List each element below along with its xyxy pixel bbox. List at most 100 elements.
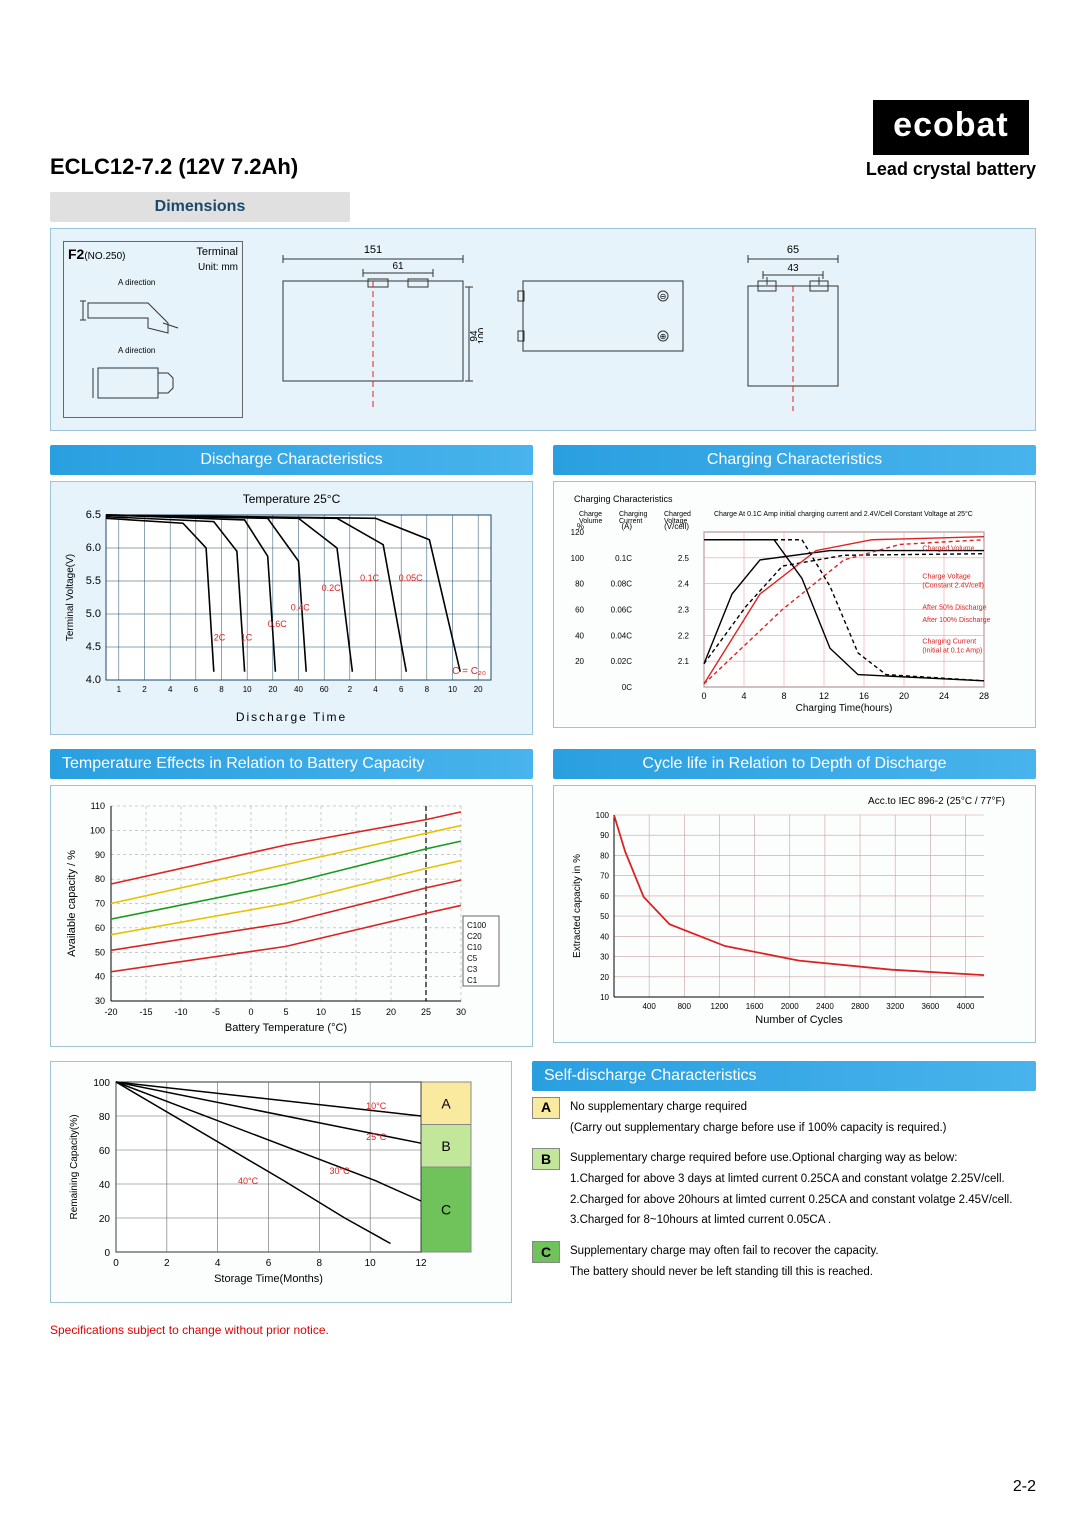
svg-text:6.0: 6.0 (86, 542, 101, 554)
svg-text:30: 30 (600, 953, 609, 962)
svg-text:A direction: A direction (118, 278, 155, 287)
svg-text:2000: 2000 (781, 1002, 799, 1011)
svg-text:110: 110 (91, 801, 105, 811)
svg-text:2.2: 2.2 (678, 631, 690, 640)
svg-text:5.0: 5.0 (86, 608, 101, 620)
discharge-chart-title: Temperature 25°C (61, 492, 522, 506)
svg-text:C: C (441, 1202, 451, 1218)
svg-text:2800: 2800 (851, 1002, 869, 1011)
svg-text:C100: C100 (467, 921, 487, 930)
svg-text:After 100% Discharge: After 100% Discharge (922, 617, 990, 624)
svg-text:40: 40 (575, 631, 584, 640)
svg-text:10: 10 (365, 1258, 377, 1269)
page-header: ECLC12-7.2 (12V 7.2Ah) ecobat Lead cryst… (50, 100, 1036, 180)
charging-title: Charging Characteristics (553, 445, 1036, 475)
sd-text-A: No supplementary charge required (Carry … (570, 1097, 947, 1138)
svg-text:8: 8 (219, 685, 224, 694)
svg-text:4.5: 4.5 (86, 641, 101, 653)
svg-text:3200: 3200 (886, 1002, 904, 1011)
svg-text:20: 20 (575, 657, 584, 666)
svg-text:Charging Current: Charging Current (922, 639, 976, 646)
end-view: 65 43 (723, 241, 863, 411)
sd-note-C: CSupplementary charge may often fail to … (532, 1241, 1036, 1282)
svg-text:100: 100 (90, 825, 105, 835)
svg-text:Charged Volume: Charged Volume (922, 546, 974, 553)
svg-text:2400: 2400 (816, 1002, 834, 1011)
discharge-section: Discharge Characteristics Temperature 25… (50, 445, 533, 735)
svg-text:10°C: 10°C (366, 1101, 387, 1111)
svg-text:15: 15 (351, 1007, 361, 1017)
side-view: ⊖ ⊕ (503, 241, 703, 381)
svg-text:Charge Voltage: Charge Voltage (922, 574, 970, 581)
svg-text:400: 400 (642, 1002, 656, 1011)
svg-text:2.3: 2.3 (678, 606, 690, 615)
svg-text:0.4C: 0.4C (291, 603, 311, 613)
svg-text:60: 60 (320, 685, 329, 694)
svg-text:30: 30 (95, 996, 105, 1006)
svg-text:40: 40 (294, 685, 303, 694)
svg-text:1C: 1C (241, 632, 253, 642)
svg-text:80: 80 (95, 874, 105, 884)
svg-text:28: 28 (979, 691, 989, 701)
svg-text:4.0: 4.0 (86, 674, 101, 686)
svg-text:Extracted capacity in %: Extracted capacity in % (572, 854, 583, 958)
discharge-xlabel: Discharge Time (61, 710, 522, 724)
discharge-chart: 4.04.55.05.56.06.51246810204060246810202… (61, 510, 501, 710)
svg-text:%: % (577, 522, 584, 531)
svg-text:20: 20 (268, 685, 277, 694)
svg-text:After 50% Discharge: After 50% Discharge (922, 605, 986, 612)
svg-text:40°C: 40°C (238, 1176, 259, 1186)
svg-text:-5: -5 (212, 1007, 220, 1017)
svg-text:C = C₂₀: C = C₂₀ (452, 666, 486, 677)
svg-text:0: 0 (113, 1258, 119, 1269)
terminal-diagram: F2(NO.250) Terminal Unit: mm A direction… (63, 241, 243, 418)
svg-text:2: 2 (142, 685, 147, 694)
svg-text:30°C: 30°C (330, 1166, 351, 1176)
svg-text:8: 8 (425, 685, 430, 694)
svg-text:16: 16 (859, 691, 869, 701)
svg-text:(Constant 2.4V/cell): (Constant 2.4V/cell) (922, 583, 983, 590)
svg-text:20: 20 (600, 973, 609, 982)
brand-subtitle: Lead crystal battery (866, 159, 1036, 180)
svg-text:1200: 1200 (711, 1002, 729, 1011)
temp-section: Temperature Effects in Relation to Batte… (50, 749, 533, 1047)
terminal-no: (NO.250) (84, 251, 125, 262)
svg-text:Terminal Voltage(V): Terminal Voltage(V) (65, 554, 76, 641)
svg-text:10: 10 (600, 993, 609, 1002)
svg-text:100: 100 (93, 1078, 110, 1089)
svg-text:0.04C: 0.04C (611, 631, 633, 640)
terminal-code: F2 (68, 246, 84, 262)
svg-text:A direction: A direction (118, 346, 155, 355)
svg-text:2.1: 2.1 (678, 657, 690, 666)
svg-text:⊖: ⊖ (660, 292, 667, 301)
svg-text:60: 60 (575, 606, 584, 615)
svg-text:65: 65 (787, 244, 799, 256)
svg-text:6: 6 (399, 685, 404, 694)
svg-text:-10: -10 (174, 1007, 187, 1017)
top-view: 151 61 94 100 (263, 241, 483, 411)
svg-text:C20: C20 (467, 932, 482, 941)
temp-title: Temperature Effects in Relation to Batte… (50, 749, 533, 779)
page-number: 2-2 (1013, 1478, 1036, 1496)
svg-text:30: 30 (456, 1007, 466, 1017)
selfdischarge-chart: ABC02040608010002468101210°C25°C30°C40°C… (61, 1072, 501, 1292)
model-title: ECLC12-7.2 (12V 7.2Ah) (50, 154, 298, 180)
svg-text:-15: -15 (139, 1007, 152, 1017)
svg-text:C5: C5 (467, 954, 478, 963)
cycle-section: Cycle life in Relation to Depth of Disch… (553, 749, 1036, 1047)
svg-text:61: 61 (392, 261, 404, 272)
sd-badge-C: C (532, 1241, 560, 1263)
svg-text:Charged: Charged (664, 511, 691, 518)
svg-text:20: 20 (474, 685, 483, 694)
svg-text:151: 151 (364, 244, 382, 256)
svg-text:100: 100 (477, 327, 483, 344)
svg-text:⊕: ⊕ (660, 332, 667, 341)
svg-text:6.5: 6.5 (86, 510, 101, 521)
svg-text:40: 40 (95, 972, 105, 982)
svg-text:100: 100 (571, 554, 585, 563)
temp-chart: 30405060708090100110-20-15-10-5051015202… (61, 796, 501, 1036)
discharge-title: Discharge Characteristics (50, 445, 533, 475)
footer-note: Specifications subject to change without… (50, 1323, 1036, 1337)
terminal-label: Terminal (196, 246, 238, 258)
svg-text:60: 60 (600, 892, 609, 901)
